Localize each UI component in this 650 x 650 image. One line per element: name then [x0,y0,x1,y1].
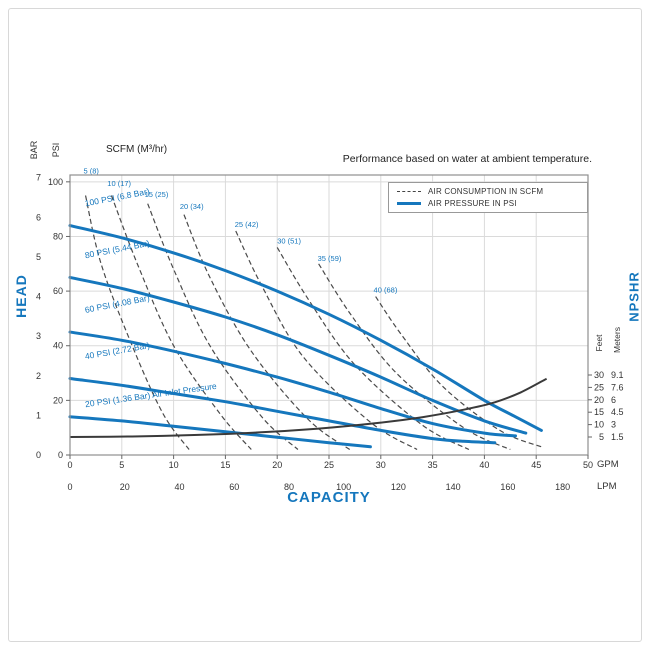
bar-tick-label: 5 [36,252,41,262]
legend-air-consumption-label: AIR CONSUMPTION IN SCFM [428,187,544,196]
bar-tick-label: 0 [36,450,41,460]
npshr-axis-title: NPSHR [626,271,642,322]
air-consumption-curve [375,296,542,448]
lpm-tick-label: 60 [229,482,239,492]
capacity-axis-title: CAPACITY [287,489,371,506]
air-consumption-curve [110,195,252,450]
meters-tick-label: 3 [611,420,616,430]
gpm-tick-label: 35 [428,460,438,470]
gpm-unit-label: GPM [597,459,619,470]
gpm-tick-label: 15 [220,460,230,470]
scfm-curve-label: 10 (17) [107,179,131,188]
bar-tick-label: 1 [36,410,41,420]
head-axis-title: HEAD [13,274,29,318]
lpm-tick-label: 80 [284,482,294,492]
pressure-curve-label: 40 PSI (2.72 Bar) [84,340,151,361]
pressure-curve-label: 60 PSI (4.08 Bar) [84,293,151,315]
psi-tick-label: 0 [58,450,63,460]
pressure-curve [68,377,497,445]
gpm-tick-label: 45 [531,460,541,470]
scfm-curve-label: 20 (34) [180,202,204,211]
meters-tick-label: 1.5 [611,432,624,442]
legend-row-air-consumption: AIR CONSUMPTION IN SCFM [397,187,579,196]
gpm-tick-label: 30 [376,460,386,470]
pressure-curve [68,330,517,438]
lpm-tick-label: 140 [446,482,461,492]
npshr-curve [69,377,548,438]
scfm-curve-label: 35 (59) [318,254,342,263]
lpm-tick-label: 120 [391,482,406,492]
air-consumption-curve [318,263,511,451]
scfm-curve-label: 25 (42) [235,220,259,229]
air-consumption-curve [183,214,351,450]
meters-tick-label: 4.5 [611,407,624,417]
legend-air-pressure-label: AIR PRESSURE IN PSI [428,199,517,208]
bar-tick-label: 4 [36,292,41,302]
meters-tick-label: 7.6 [611,382,624,392]
meters-axis-label: Meters [612,327,622,353]
lpm-unit-label: LPM [597,481,617,492]
legend: AIR CONSUMPTION IN SCFM AIR PRESSURE IN … [388,182,588,213]
outer-frame [8,8,642,642]
bar-tick-label: 6 [36,212,41,222]
bar-tick-label: 7 [36,173,41,183]
legend-row-air-pressure: AIR PRESSURE IN PSI [397,199,579,208]
meters-tick-label: 6 [611,395,616,405]
pressure-curve-label: 20 PSI (1.36 Bar) Air Inlet Pressure [84,381,217,409]
lpm-tick-label: 180 [555,482,570,492]
gpm-tick-label: 0 [67,460,72,470]
gpm-tick-label: 20 [272,460,282,470]
psi-axis-label: PSI [51,142,61,158]
chart-title: Performance based on water at ambient te… [342,153,592,165]
feet-tick-label: 10 [594,420,604,430]
scfm-curve-label: 5 (8) [83,167,99,176]
gpm-tick-label: 5 [119,460,124,470]
meters-tick-label: 9.1 [611,370,624,380]
solid-line-sample [397,202,421,205]
lpm-tick-label: 40 [174,482,184,492]
bar-axis-label: BAR [29,140,39,160]
feet-tick-label: 30 [594,370,604,380]
scfm-curve-label: 40 (68) [374,285,398,294]
psi-tick-label: 60 [53,286,63,296]
scfm-curve-label: 15 (25) [145,190,169,199]
lpm-tick-label: 160 [500,482,515,492]
air-consumption-curve [276,247,470,451]
psi-tick-label: 80 [53,231,63,241]
dashed-line-sample [397,191,421,192]
scfm-curve-label: 30 (51) [277,236,301,245]
gpm-tick-label: 10 [169,460,179,470]
psi-tick-label: 40 [53,341,63,351]
air-consumption-curve [235,230,418,451]
feet-axis-label: Feet [594,334,604,352]
lpm-tick-label: 20 [120,482,130,492]
feet-tick-label: 20 [594,395,604,405]
air-consumption-curve [84,195,190,450]
lpm-tick-label: 0 [67,482,72,492]
pressure-curve [68,415,372,449]
psi-tick-label: 20 [53,395,63,405]
feet-tick-label: 5 [599,432,604,442]
bar-tick-label: 2 [36,371,41,381]
gpm-tick-label: 25 [324,460,334,470]
psi-tick-label: 100 [48,177,63,187]
scfm-axis-header: SCFM (M³/hr) [106,144,168,155]
lpm-tick-label: 100 [336,482,351,492]
gpm-tick-label: 40 [479,460,489,470]
pressure-curve-label: 100 PSI (6.8 Bar) [84,186,151,208]
gpm-tick-label: 50 [583,460,593,470]
pressure-curve-label: 80 PSI (5.44 Bar) [84,238,151,260]
pressure-curve [68,224,543,432]
bar-tick-label: 3 [36,331,41,341]
feet-tick-label: 15 [594,407,604,417]
feet-tick-label: 25 [594,382,604,392]
air-consumption-curve [147,203,299,450]
